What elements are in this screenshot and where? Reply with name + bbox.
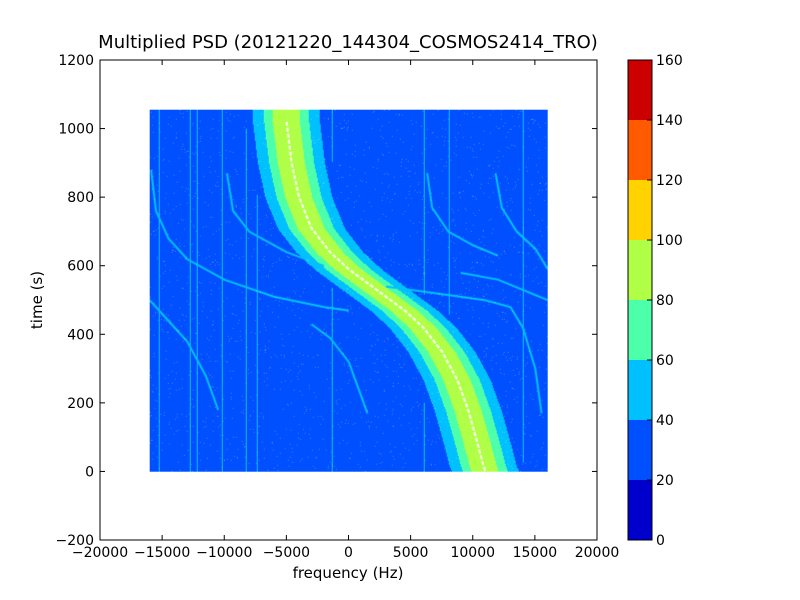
colorbar-ticks: 0 20 40 60 80 100 120 140 160 xyxy=(647,53,683,549)
colorbar-tick-label: 160 xyxy=(656,53,683,69)
heatmap-image xyxy=(149,109,548,472)
colorbar-tick-label: 80 xyxy=(656,293,674,309)
x-tick-label: 5000 xyxy=(393,545,429,561)
colorbar-bin xyxy=(628,180,652,240)
x-tick-label: −10000 xyxy=(196,545,252,561)
colorbar-bin xyxy=(628,420,652,480)
y-axis-label: time (s) xyxy=(28,271,46,329)
heatmap-layer xyxy=(149,109,548,472)
x-axis-ticks: −20000 −15000 −10000 −5000 0 5000 10000 15000 20… xyxy=(72,60,619,561)
colorbar-bin xyxy=(628,360,652,420)
colorbar-bin xyxy=(628,300,652,360)
colorbar-tick-label: 40 xyxy=(656,413,674,429)
x-tick-label: −15000 xyxy=(134,545,190,561)
colorbar-tick-label: 120 xyxy=(656,173,683,189)
colorbar-bin xyxy=(628,240,652,300)
x-tick-label: −5000 xyxy=(263,545,310,561)
y-tick-label: 800 xyxy=(67,190,94,206)
x-tick-label: −20000 xyxy=(72,545,128,561)
y-tick-label: 400 xyxy=(67,327,94,343)
colorbar-bin xyxy=(628,60,652,120)
colorbar-bin xyxy=(628,480,652,540)
colorbar-tick-label: 20 xyxy=(656,473,674,489)
chart-title: Multiplied PSD (20121220_144304_COSMOS24… xyxy=(98,32,598,53)
plot-area: −20000 −15000 −10000 −5000 0 5000 10000 15000 20… xyxy=(56,53,620,561)
y-axis-ticks: −200 0 200 400 600 800 1000 1200 xyxy=(56,53,597,549)
colorbar-tick-label: 0 xyxy=(656,533,665,549)
colorbar-tick-label: 100 xyxy=(656,233,683,249)
y-tick-label: 1000 xyxy=(58,122,94,138)
y-tick-label: −200 xyxy=(56,533,94,549)
y-tick-label: 0 xyxy=(85,464,94,480)
x-tick-label: 10000 xyxy=(450,545,495,561)
x-tick-label: 20000 xyxy=(575,545,620,561)
colorbar-tick-label: 60 xyxy=(656,353,674,369)
colorbar-bin xyxy=(628,120,652,180)
y-tick-label: 1200 xyxy=(58,53,94,69)
colorbar-bins xyxy=(628,60,652,540)
x-axis-label: frequency (Hz) xyxy=(293,564,404,582)
colorbar-tick-label: 140 xyxy=(656,113,683,129)
x-tick-label: 15000 xyxy=(513,545,558,561)
x-tick-label: 0 xyxy=(344,545,353,561)
y-tick-label: 200 xyxy=(67,396,94,412)
y-tick-label: 600 xyxy=(67,259,94,275)
colorbar: 0 20 40 60 80 100 120 140 160 xyxy=(627,53,683,549)
